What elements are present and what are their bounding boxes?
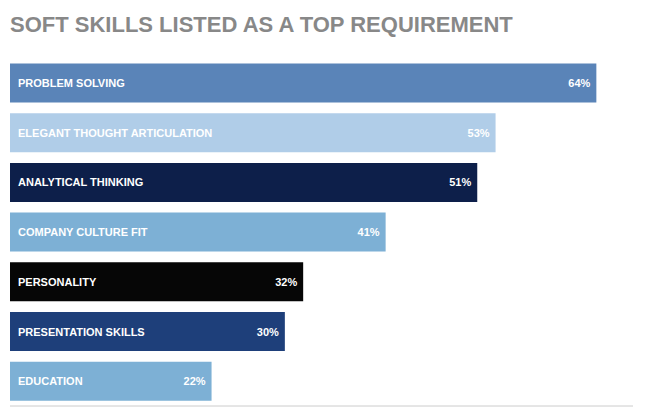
html-text:SOFT SKILLS LISTED AS A TOP RE: SOFT SKILLS LISTED AS A TOP REQUIREMENT: [10, 12, 513, 37]
svg-text:EDUCATION: EDUCATION: [18, 375, 83, 387]
svg-text:PROBLEM SOLVING: PROBLEM SOLVING: [18, 77, 125, 89]
svg-text:ANALYTICAL THINKING: ANALYTICAL THINKING: [18, 176, 143, 188]
svg-text:30%: 30%: [257, 326, 279, 338]
svg-text:64%: 64%: [568, 77, 590, 89]
svg-text:32%: 32%: [275, 276, 297, 288]
svg-text:PERSONALITY: PERSONALITY: [18, 276, 97, 288]
svg-text:PRESENTATION SKILLS: PRESENTATION SKILLS: [18, 326, 145, 338]
svg-text:COMPANY CULTURE FIT: COMPANY CULTURE FIT: [18, 226, 148, 238]
svg-text:ELEGANT THOUGHT ARTICULATION: ELEGANT THOUGHT ARTICULATION: [18, 127, 212, 139]
svg-text:53%: 53%: [468, 127, 490, 139]
svg-text:51%: 51%: [449, 176, 471, 188]
svg-text:22%: 22%: [184, 375, 206, 387]
svg-text:41%: 41%: [358, 226, 380, 238]
